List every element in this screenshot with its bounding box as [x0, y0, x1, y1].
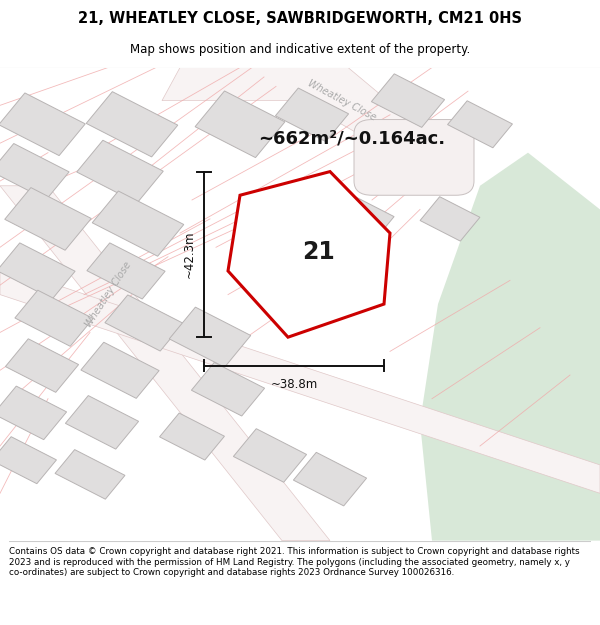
Text: ~662m²/~0.164ac.: ~662m²/~0.164ac.	[258, 129, 445, 148]
Polygon shape	[0, 144, 69, 199]
Text: Wheatley Close: Wheatley Close	[306, 78, 378, 123]
Polygon shape	[55, 449, 125, 499]
Polygon shape	[420, 152, 600, 541]
Polygon shape	[0, 437, 56, 484]
Text: Contains OS data © Crown copyright and database right 2021. This information is : Contains OS data © Crown copyright and d…	[9, 547, 580, 577]
Polygon shape	[5, 188, 91, 250]
Polygon shape	[92, 191, 184, 256]
Polygon shape	[371, 74, 445, 128]
Polygon shape	[233, 429, 307, 483]
Polygon shape	[195, 91, 285, 158]
Polygon shape	[162, 68, 450, 186]
Polygon shape	[160, 413, 224, 460]
Polygon shape	[0, 186, 330, 541]
Text: 21: 21	[302, 240, 334, 264]
Polygon shape	[420, 197, 480, 241]
Polygon shape	[275, 88, 349, 142]
Polygon shape	[15, 290, 93, 346]
Polygon shape	[65, 396, 139, 449]
Polygon shape	[105, 295, 183, 351]
Polygon shape	[0, 243, 75, 299]
Polygon shape	[191, 362, 265, 416]
Text: ~38.8m: ~38.8m	[271, 378, 317, 391]
Text: 21, WHEATLEY CLOSE, SAWBRIDGEWORTH, CM21 0HS: 21, WHEATLEY CLOSE, SAWBRIDGEWORTH, CM21…	[78, 11, 522, 26]
Polygon shape	[326, 193, 394, 244]
Polygon shape	[228, 172, 390, 337]
Polygon shape	[448, 101, 512, 148]
Polygon shape	[81, 342, 159, 398]
Text: Wheatley Close: Wheatley Close	[83, 260, 133, 329]
Text: ~42.3m: ~42.3m	[182, 231, 196, 278]
Polygon shape	[86, 92, 178, 157]
Polygon shape	[87, 243, 165, 299]
Text: Map shows position and indicative extent of the property.: Map shows position and indicative extent…	[130, 44, 470, 56]
Polygon shape	[77, 140, 163, 203]
Polygon shape	[0, 386, 67, 439]
FancyBboxPatch shape	[354, 119, 474, 195]
Polygon shape	[169, 307, 251, 368]
Polygon shape	[0, 266, 600, 493]
Polygon shape	[0, 93, 85, 156]
Polygon shape	[5, 339, 79, 392]
Polygon shape	[293, 452, 367, 506]
